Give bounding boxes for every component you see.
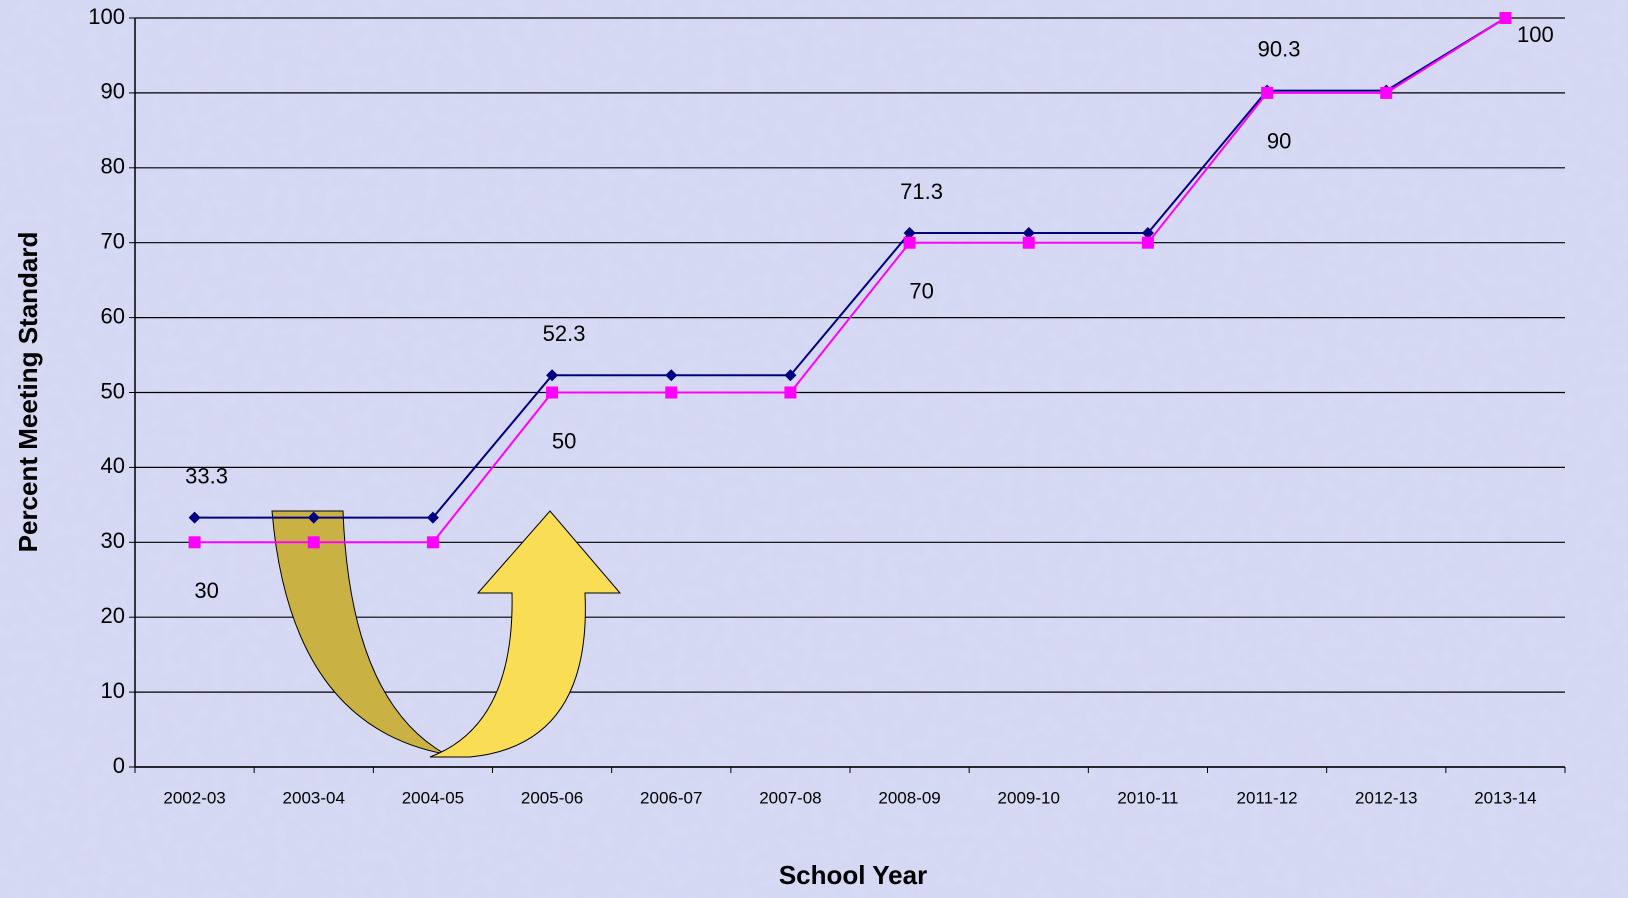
marker xyxy=(308,536,320,548)
marker xyxy=(1261,87,1273,99)
marker xyxy=(904,237,916,249)
x-tick-label: 2010-11 xyxy=(1117,788,1178,807)
y-tick-label: 30 xyxy=(101,528,125,553)
x-tick-label: 2009-10 xyxy=(998,788,1060,807)
data-label: 50 xyxy=(552,428,576,453)
data-label: 71.3 xyxy=(900,179,943,204)
x-tick-label: 2004-05 xyxy=(402,788,464,807)
x-tick-label: 2007-08 xyxy=(759,788,821,807)
y-tick-label: 80 xyxy=(101,154,125,179)
x-tick-label: 2003-04 xyxy=(283,788,345,807)
data-label: 90 xyxy=(1267,129,1291,154)
x-tick-label: 2012-13 xyxy=(1355,788,1417,807)
y-tick-label: 60 xyxy=(101,303,125,328)
y-axis-title: Percent Meeting Standard xyxy=(13,232,43,553)
data-label: 100 xyxy=(1517,22,1554,47)
marker xyxy=(427,536,439,548)
y-tick-label: 100 xyxy=(88,4,125,29)
y-tick-label: 20 xyxy=(101,603,125,628)
marker xyxy=(1499,12,1511,24)
x-tick-label: 2013-14 xyxy=(1474,788,1536,807)
background xyxy=(0,0,1628,898)
marker xyxy=(665,387,677,399)
data-label: 30 xyxy=(194,578,218,603)
y-tick-label: 10 xyxy=(101,678,125,703)
data-label: 90.3 xyxy=(1258,36,1301,61)
marker xyxy=(189,536,201,548)
x-tick-label: 2002-03 xyxy=(163,788,225,807)
data-label: 70 xyxy=(909,279,933,304)
y-tick-label: 40 xyxy=(101,453,125,478)
x-tick-label: 2011-12 xyxy=(1237,788,1298,807)
x-tick-label: 2008-09 xyxy=(878,788,940,807)
y-tick-label: 90 xyxy=(101,79,125,104)
chart: 0 10 20 30 40 50 60 70 80 90 100 2002-03 2003-04 2004… xyxy=(0,0,1628,898)
marker xyxy=(1023,237,1035,249)
y-tick-label: 0 xyxy=(113,753,125,778)
x-tick-label: 2006-07 xyxy=(640,788,702,807)
marker xyxy=(1380,87,1392,99)
x-tick-label: 2005-06 xyxy=(521,788,583,807)
marker xyxy=(546,387,558,399)
marker xyxy=(1142,237,1154,249)
data-label: 33.3 xyxy=(185,463,228,488)
x-axis-title: School Year xyxy=(779,860,927,890)
data-label: 52.3 xyxy=(543,321,586,346)
marker xyxy=(784,387,796,399)
y-tick-label: 50 xyxy=(101,378,125,403)
y-tick-label: 70 xyxy=(101,229,125,254)
